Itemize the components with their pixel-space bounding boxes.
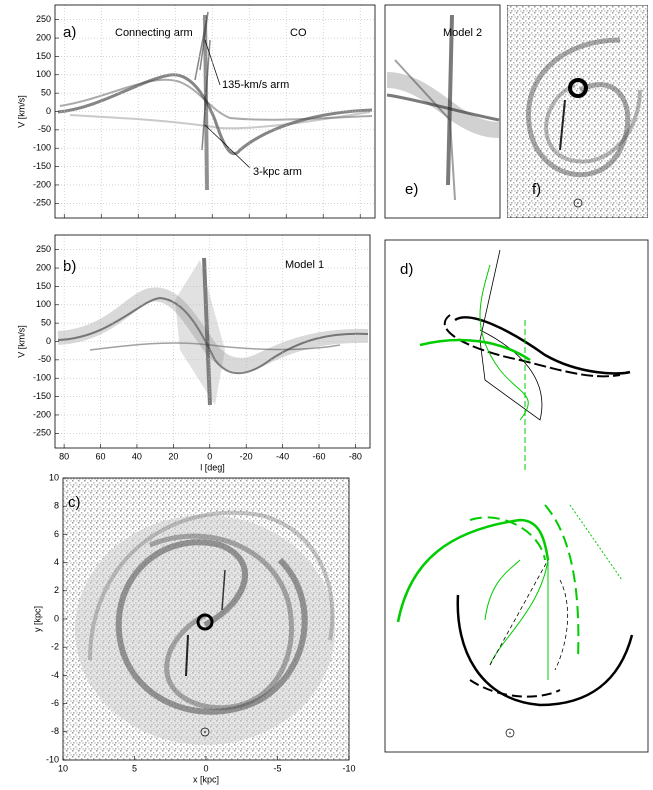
panel-f-image bbox=[507, 5, 648, 218]
y-tick-label: -200 bbox=[33, 409, 51, 419]
panel-title: Model 2 bbox=[443, 27, 482, 39]
y-tick-label: 200 bbox=[36, 32, 51, 42]
panel-d-image bbox=[384, 239, 649, 753]
panel-title: CO bbox=[290, 27, 307, 39]
y-tick-label: -50 bbox=[38, 354, 51, 364]
y-axis-label: y [kpc] bbox=[32, 606, 42, 632]
y-tick-label: -8 bbox=[51, 726, 59, 736]
y-tick-label: -2 bbox=[51, 642, 59, 652]
panel-b-image bbox=[57, 257, 369, 406]
panel-label: c) bbox=[68, 494, 81, 511]
y-tick-label: -150 bbox=[33, 391, 51, 401]
x-tick-label: -10 bbox=[342, 763, 355, 773]
y-tick-label: 250 bbox=[36, 14, 51, 24]
y-tick-label: 8 bbox=[54, 501, 59, 511]
plot-frame bbox=[54, 4, 376, 219]
y-tick-label: -200 bbox=[33, 179, 51, 189]
y-tick-label: 150 bbox=[36, 51, 51, 61]
x-tick-label: 5 bbox=[132, 763, 137, 773]
x-tick-label: -5 bbox=[273, 763, 281, 773]
y-tick-label: -4 bbox=[51, 670, 59, 680]
y-tick-label: -6 bbox=[51, 698, 59, 708]
y-tick-label: -250 bbox=[33, 428, 51, 438]
y-tick-label: 200 bbox=[36, 262, 51, 272]
x-axis-label: l [deg] bbox=[200, 462, 225, 472]
annotation: 3-kpc arm bbox=[253, 166, 302, 178]
y-tick-label: -10 bbox=[46, 754, 59, 764]
y-tick-label: 0 bbox=[54, 613, 59, 623]
y-tick-label: 10 bbox=[49, 472, 59, 482]
annotation: 135-km/s arm bbox=[222, 79, 289, 91]
y-tick-label: -50 bbox=[38, 124, 51, 134]
y-tick-label: 150 bbox=[36, 281, 51, 291]
panel-label: d) bbox=[400, 261, 413, 278]
y-tick-label: 4 bbox=[54, 557, 59, 567]
y-tick-label: 2 bbox=[54, 585, 59, 595]
annotation: Connecting arm bbox=[115, 27, 193, 39]
y-tick-label: 100 bbox=[36, 299, 51, 309]
y-tick-label: 50 bbox=[41, 318, 51, 328]
y-tick-label: -100 bbox=[33, 373, 51, 383]
plot-frame bbox=[54, 234, 371, 449]
x-tick-label: 40 bbox=[132, 451, 142, 461]
x-tick-label: 0 bbox=[203, 763, 208, 773]
panel-label: f) bbox=[532, 181, 541, 198]
x-tick-label: 20 bbox=[168, 451, 178, 461]
panel-label: a) bbox=[63, 24, 76, 41]
y-tick-label: 100 bbox=[36, 69, 51, 79]
y-tick-label: 250 bbox=[36, 244, 51, 254]
x-tick-label: -60 bbox=[313, 451, 326, 461]
y-tick-label: 50 bbox=[41, 88, 51, 98]
panel-label: e) bbox=[405, 181, 418, 198]
x-tick-label: 10 bbox=[58, 763, 68, 773]
y-axis-label: V [km/s] bbox=[16, 325, 26, 358]
panel-title: Model 1 bbox=[285, 259, 324, 271]
y-tick-label: -250 bbox=[33, 198, 51, 208]
x-tick-label: 60 bbox=[96, 451, 106, 461]
panel-c-image bbox=[63, 478, 349, 760]
x-tick-label: 80 bbox=[59, 451, 69, 461]
x-tick-label: -20 bbox=[240, 451, 253, 461]
y-tick-label: 0 bbox=[46, 106, 51, 116]
y-axis-label: V [km/s] bbox=[16, 95, 26, 128]
x-axis-label: x [kpc] bbox=[193, 774, 219, 784]
x-tick-label: -40 bbox=[276, 451, 289, 461]
x-tick-label: -80 bbox=[349, 451, 362, 461]
y-tick-label: 6 bbox=[54, 529, 59, 539]
y-tick-label: -100 bbox=[33, 143, 51, 153]
panel-e-image bbox=[384, 4, 501, 219]
panel-a-image bbox=[57, 11, 373, 191]
y-tick-label: -150 bbox=[33, 161, 51, 171]
x-tick-label: 0 bbox=[207, 451, 212, 461]
panel-label: b) bbox=[63, 258, 76, 275]
y-tick-label: 0 bbox=[46, 336, 51, 346]
plot-frame bbox=[62, 477, 350, 761]
